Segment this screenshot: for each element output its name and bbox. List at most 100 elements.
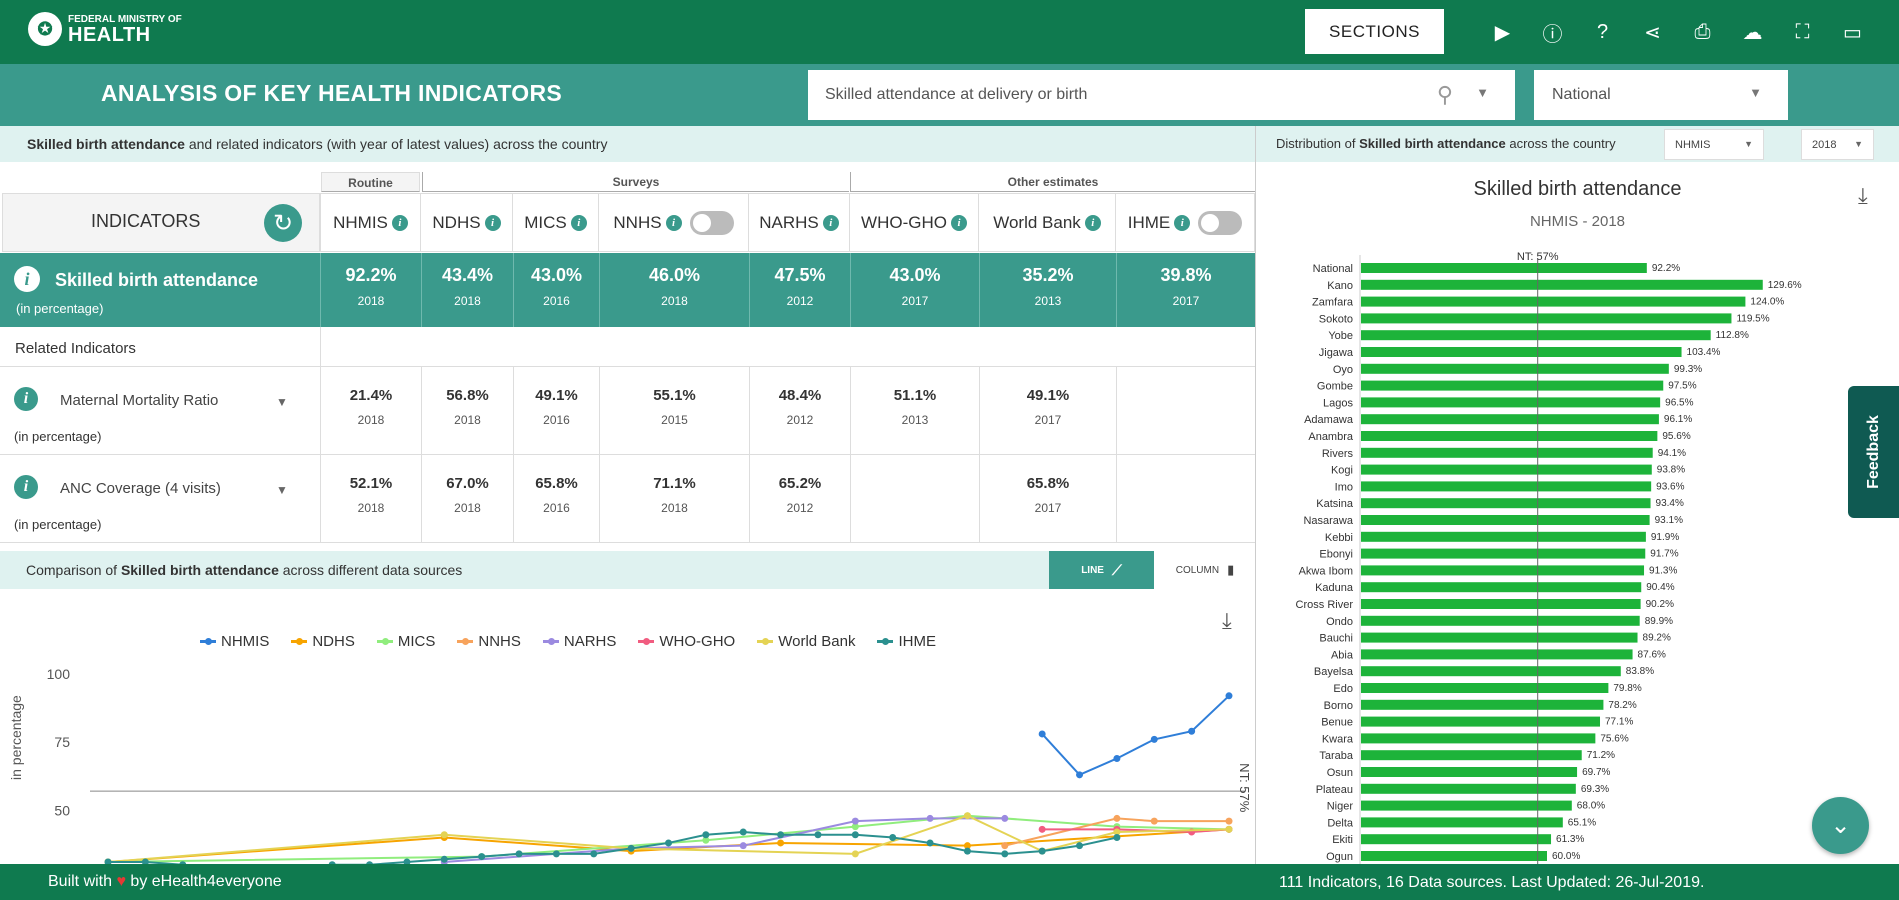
col-narhs[interactable]: NARHS i [749,193,850,252]
category-label: Oyo [1333,364,1353,376]
legend-item[interactable]: NDHS [291,633,355,650]
region-select[interactable]: National ▼ [1534,70,1788,120]
group-other-estimates: Other estimates [850,172,1255,192]
category-label: Kano [1327,280,1353,292]
bar-value-label: 95.6% [1662,431,1690,442]
ihme-toggle[interactable] [1198,210,1243,235]
col-label: NARHS [759,212,819,232]
col-nhmis[interactable]: NHMIS i [320,193,421,252]
bar [1361,817,1563,828]
reference-label: NT: 57% [1517,251,1559,263]
col-nnhs[interactable]: NNHS i [599,193,749,252]
data-point [739,828,747,836]
share-icon[interactable]: ⋖ [1644,21,1661,44]
year-select[interactable]: 2018 ▼ [1801,129,1874,160]
main-indicator-name: Skilled birth attendance [55,270,259,290]
chevron-down-icon[interactable]: ▼ [1749,85,1762,100]
data-point [1038,825,1046,833]
ministry-logo[interactable]: ✪ FEDERAL MINISTRY OF HEALTH [28,12,182,46]
info-icon[interactable]: i [14,387,38,411]
info-icon[interactable]: i [484,214,501,231]
bar-value-label: 93.4% [1656,498,1684,509]
bar [1361,699,1604,710]
col-ndhs[interactable]: NDHS i [421,193,513,252]
bar-value-label: 68.0% [1577,801,1605,812]
refresh-icon[interactable]: ↻ [264,204,302,242]
tablet-icon[interactable]: ▭ [1843,21,1862,44]
legend-swatch [200,638,216,645]
info-icon[interactable]: i [950,214,967,231]
related-row-anc-coverage[interactable]: i ANC Coverage (4 visits) ▼ (in percenta… [0,455,320,543]
page-title: ANALYSIS OF KEY HEALTH INDICATORS [101,80,563,106]
col-who-gho[interactable]: WHO-GHO i [850,193,979,252]
data-point [814,831,822,839]
info-icon[interactable]: i [14,266,40,292]
series-line [108,831,1118,864]
info-icon[interactable]: i [1174,214,1191,231]
cell-year: 2017 [1034,413,1062,427]
column-chart-button[interactable]: COLUMN ▮ [1155,551,1255,589]
data-point [1150,735,1158,743]
sections-button[interactable]: SECTIONS [1305,9,1444,54]
info-icon[interactable]: i [14,475,38,499]
cell-year: 2018 [357,413,385,427]
category-label: Zamfara [1312,297,1354,309]
legend-item[interactable]: NHMIS [200,633,269,650]
info-icon[interactable]: i [391,214,408,231]
info-icon[interactable]: i [1084,214,1101,231]
chevron-down-icon[interactable]: ▼ [276,395,288,409]
data-point [1076,771,1084,779]
search-icon[interactable]: ⚲ [1436,82,1453,107]
line-chart-button[interactable]: LINE ⟋ [1049,551,1154,589]
bar [1361,279,1763,290]
source-select[interactable]: NHMIS ▼ [1664,129,1764,160]
legend-item[interactable]: WHO-GHO [638,633,735,650]
bar [1361,767,1578,777]
col-mics[interactable]: MICS i [513,193,599,252]
chevron-down-icon[interactable]: ▼ [276,483,288,497]
line-label: LINE [1081,564,1104,576]
legend-item[interactable]: IHME [877,633,936,650]
bar-value-label: 60.0% [1552,851,1580,862]
nnhs-toggle[interactable] [689,210,734,235]
cell-value: 51.1% [893,387,937,404]
help-icon[interactable]: ? [1596,20,1609,43]
info-icon[interactable]: i [822,214,839,231]
comparison-suffix: across different data sources [278,562,463,578]
related-row-maternal-mortality[interactable]: i Maternal Mortality Ratio ▼ (in percent… [0,367,320,455]
bar-value-label: 119.5% [1736,313,1769,324]
main-indicator-row: i Skilled birth attendance (in percentag… [0,253,320,327]
category-label: Delta [1327,817,1354,829]
legend-item[interactable]: NARHS [542,633,616,650]
feedback-tab[interactable]: Feedback [1848,386,1899,518]
download-icon[interactable]: ⤓ [1222,608,1232,633]
print-icon[interactable]: ⎙ [1694,20,1711,43]
bar-value-label: 83.8% [1626,666,1654,677]
source-value: NHMIS [1675,139,1711,151]
info-icon[interactable]: i [570,214,587,231]
play-icon[interactable]: ▶ [1494,21,1511,44]
indicator-search-input[interactable]: Skilled attendance at delivery or birth … [808,70,1515,120]
col-world-bank[interactable]: World Bank i [979,193,1116,252]
info-icon[interactable]: i [665,214,682,231]
download-icon[interactable]: ⤓ [1858,183,1868,208]
category-label: Bauchi [1319,633,1353,645]
fullscreen-icon[interactable]: ⛶ [1795,20,1810,43]
column-label: COLUMN [1175,564,1220,576]
legend-item[interactable]: NNHS [457,633,521,650]
data-point [1038,847,1046,855]
category-label: Ogun [1326,851,1353,863]
category-label: Yobe [1328,330,1353,342]
scroll-down-button[interactable]: ⌄ [1812,797,1869,854]
category-label: Nasarawa [1303,515,1353,527]
col-ihme[interactable]: IHME i [1116,193,1255,252]
category-label: Lagos [1323,397,1353,409]
info-icon[interactable]: ⓘ [1542,23,1563,46]
legend-item[interactable]: World Bank [757,633,855,650]
legend-item[interactable]: MICS [376,633,435,650]
chevron-down-icon[interactable]: ▼ [1476,85,1489,100]
cell-year: 2013 [1034,294,1062,308]
cloud-download-icon[interactable]: ☁ [1742,21,1763,44]
category-label: Abia [1331,649,1354,661]
category-label: Sokoto [1319,313,1353,325]
